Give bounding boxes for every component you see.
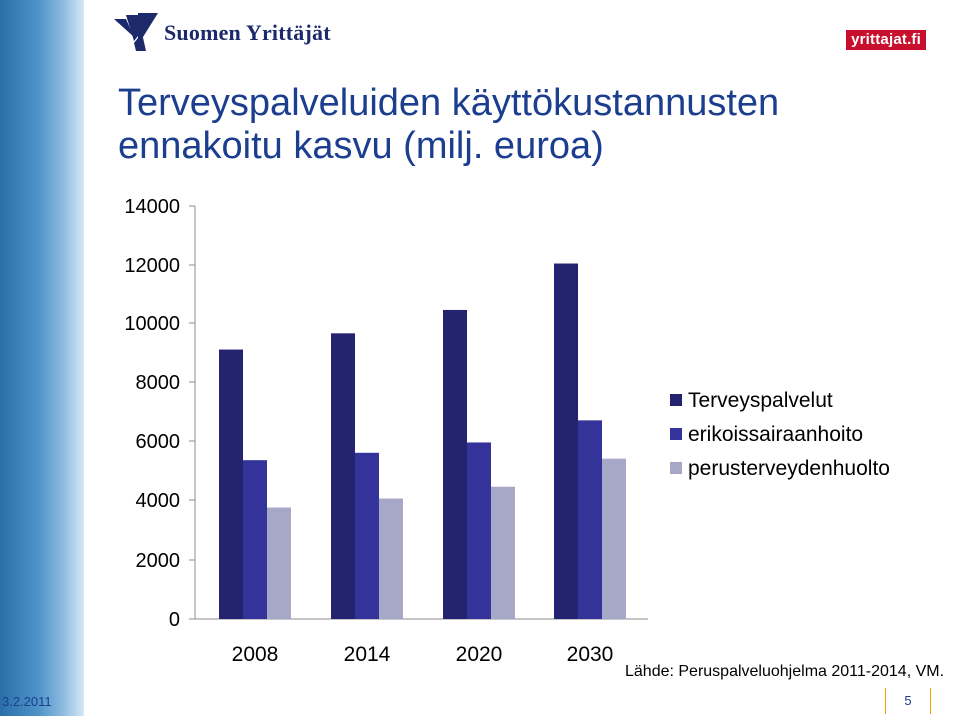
x-category-label: 2008 (232, 643, 279, 666)
bar (578, 420, 602, 619)
y-tick-label: 2000 (136, 550, 181, 572)
bar (331, 333, 355, 619)
bar (379, 498, 403, 619)
date-stamp: 3.2.2011 (2, 694, 52, 709)
chart-title: Terveyspalveluiden käyttökustannusten en… (118, 82, 780, 167)
legend-swatch (670, 462, 682, 474)
logo-text: Suomen Yrittäjät (164, 20, 331, 45)
bar (554, 263, 578, 619)
y-tick-label: 4000 (136, 490, 181, 512)
yrittajat-fi-badge[interactable]: yrittajat.fi (846, 30, 926, 50)
legend-label: Terveyspalvelut (688, 389, 833, 412)
bar (355, 452, 379, 619)
suomen-yrittajat-logo: Suomen Yrittäjät (112, 12, 331, 54)
source-note: Lähde: Peruspalveluohjelma 2011-2014, VM… (625, 663, 945, 680)
y-tick-label: 6000 (136, 431, 181, 453)
y-tick-label: 8000 (136, 372, 181, 394)
legend-label: perusterveydenhuolto (688, 457, 890, 480)
y-tick-label: 14000 (124, 196, 180, 218)
bar (602, 458, 626, 619)
x-category-label: 2020 (456, 643, 503, 666)
x-category-label: 2030 (567, 643, 614, 666)
bar (467, 442, 491, 619)
legend-label: erikoissairaanhoito (688, 423, 863, 446)
bar (443, 309, 467, 619)
legend-swatch (670, 428, 682, 440)
bar (267, 507, 291, 619)
y-tick-label: 10000 (124, 313, 180, 335)
page-number: 5 (885, 688, 931, 714)
bar (243, 460, 267, 619)
bar (219, 349, 243, 619)
bar (491, 486, 515, 619)
y-tick-label: 12000 (124, 255, 180, 277)
y-tick-label: 0 (169, 609, 180, 631)
legend-swatch (670, 394, 682, 406)
sidebar-band (0, 0, 84, 716)
logo-mark-icon (114, 13, 158, 51)
x-category-label: 2014 (344, 643, 391, 666)
